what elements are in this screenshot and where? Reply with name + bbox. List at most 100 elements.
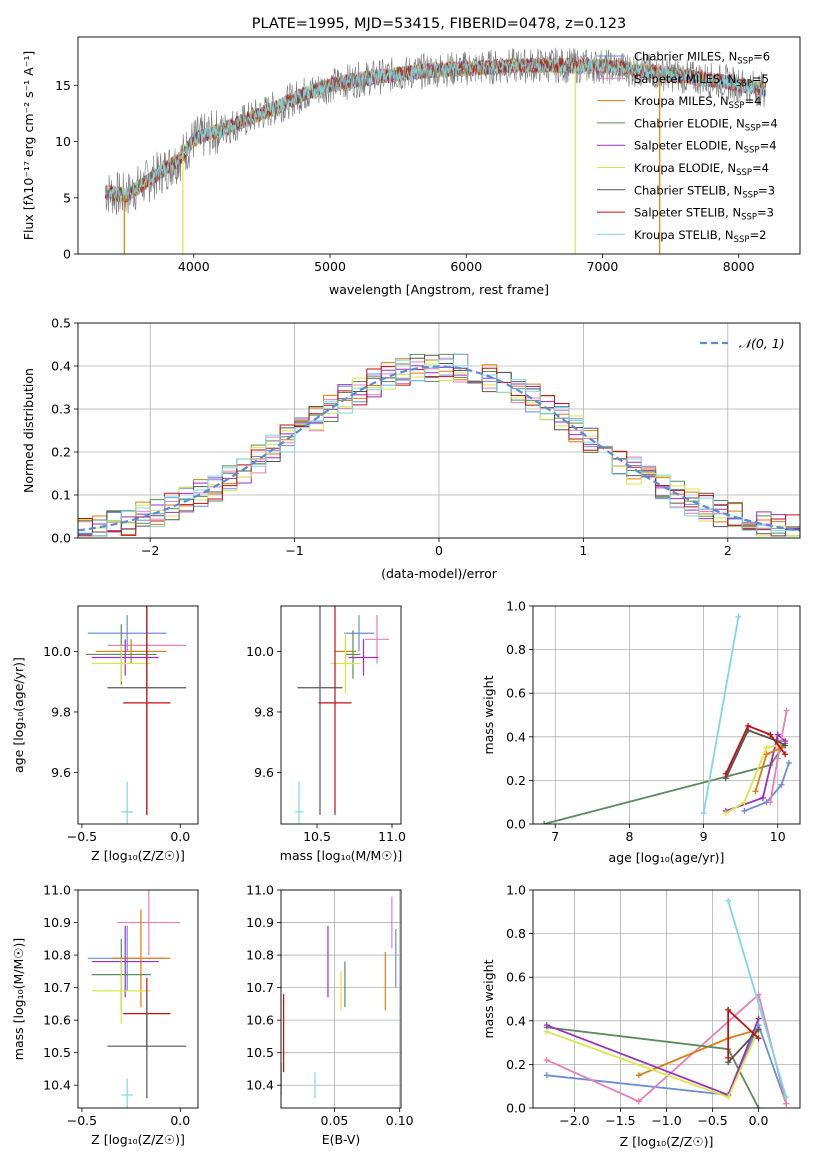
weight-marker	[543, 1057, 550, 1064]
y-tick-label: 0.8	[506, 926, 526, 941]
legend-label: 𝒩(0, 1)	[739, 336, 785, 351]
panel-age-vs-mass: 10.5 11.0 9.6 9.8 10.0 mass [log₁₀(M/M☉)]	[246, 605, 406, 863]
y-tick-label: 10.5	[246, 1045, 274, 1060]
y-tick-label: 1.0	[506, 883, 526, 898]
weight-marker	[541, 821, 548, 824]
weight-marker	[700, 810, 707, 817]
weight-series	[700, 613, 742, 817]
error-point	[294, 781, 304, 824]
weight-marker	[774, 755, 781, 762]
weight-marker	[785, 759, 792, 766]
panel-weight-vs-age: 7 8 9 10 0.0 0.2 0.4 0.6 0.8 1.0 age [log₁₀(age/yr…	[481, 599, 801, 865]
weight-marker	[725, 1054, 732, 1061]
y-tick-label: 0.4	[506, 1013, 526, 1028]
x-tick-label: 7000	[587, 259, 619, 274]
y-tick-label: 9.6	[254, 765, 274, 780]
y-axis-label: mass weight	[481, 675, 496, 754]
x-tick-label: 0.0	[749, 1113, 769, 1128]
legend-label: Salpeter ELODIE, NSSP=4	[634, 139, 777, 156]
legend-label: Kroupa STELIB, NSSP=2	[634, 228, 766, 245]
weight-marker	[755, 1105, 762, 1108]
y-tick-label: 0.6	[506, 970, 526, 985]
weight-marker	[778, 781, 785, 788]
weight-series	[722, 722, 789, 777]
x-tick-label: 0.0	[170, 1113, 190, 1128]
mass-vs-Z-frame	[77, 889, 199, 1109]
error-point	[297, 606, 343, 815]
normal-reference-curve	[78, 365, 800, 532]
weight-marker	[755, 1026, 762, 1033]
y-tick-label: 15	[55, 78, 71, 93]
error-point	[87, 615, 167, 652]
y-axis-label: mass [log₁₀(M/M☉)]	[11, 938, 26, 1060]
y-tick-label: 10.9	[246, 915, 274, 930]
y-tick-label: 10	[55, 134, 71, 149]
weight-marker	[722, 770, 729, 777]
weight-marker	[763, 751, 770, 758]
x-tick-label: −2.0	[559, 1113, 589, 1128]
y-tick-label: 0.0	[51, 531, 71, 546]
age-vs-Z-frame	[77, 605, 199, 825]
weight-marker	[543, 1028, 550, 1035]
weight-line	[543, 742, 786, 824]
weight-marker	[783, 707, 790, 714]
weight-line	[725, 729, 786, 779]
weight-vs-Z-plot-area	[533, 890, 800, 1108]
histogram-series	[78, 366, 800, 537]
weight-marker	[782, 742, 789, 749]
x-tick-label: −1	[285, 543, 303, 558]
weight-marker	[741, 807, 748, 814]
x-tick-label: 11.0	[378, 829, 406, 844]
weight-series	[767, 707, 790, 806]
age-vs-mass-plot-area	[294, 606, 389, 824]
x-axis-label: mass [log₁₀(M/M☉)]	[280, 848, 402, 863]
weight-series	[725, 1026, 762, 1066]
panel-age-vs-Z: −0.5 0.0 9.6 9.8 10.0 Z [log₁₀(Z/Z☉)] age [log…	[11, 605, 199, 863]
age-vs-mass-frame	[280, 605, 402, 825]
x-tick-label: 10.5	[303, 829, 331, 844]
weight-series	[722, 742, 781, 817]
legend-label: Chabrier ELODIE, NSSP=4	[634, 116, 778, 133]
y-tick-label: 0.2	[51, 445, 71, 460]
spectrum-model-line	[104, 56, 767, 202]
weight-marker	[767, 799, 774, 806]
panel-mass-vs-Z: −0.5 0.0 10.4 10.5 10.6 10.7 10.8 10.9 11.0 Z [lo…	[11, 883, 199, 1147]
y-tick-label: 0.3	[51, 402, 71, 417]
weight-vs-age-frame	[532, 605, 801, 825]
x-tick-label: 0.05	[321, 1113, 349, 1128]
weight-series	[741, 759, 792, 814]
histogram-series	[78, 363, 800, 537]
weight-marker	[763, 744, 770, 751]
y-tick-label: 10.4	[43, 1078, 71, 1093]
error-point	[365, 615, 389, 664]
y-axis-label: Flux [fλ10⁻¹⁷ erg cm⁻² s⁻¹ A⁻¹]	[21, 51, 36, 240]
weight-line	[727, 1028, 760, 1063]
y-tick-label: 1.0	[506, 599, 526, 614]
x-tick-label: −0.5	[67, 1113, 97, 1128]
y-tick-label: 10.4	[246, 1078, 274, 1093]
panel-residuals: 𝒩(0, 1) −2 −1 0 1 2 0.0 0.1 0.2 0.3 0.4 0.5 (data-mo…	[21, 316, 801, 581]
weight-marker	[741, 799, 748, 806]
error-point	[344, 615, 374, 652]
legend-label: Salpeter MILES, NSSP=5	[634, 72, 769, 89]
panel-weight-vs-Z: −2.0 −1.5 −1.0 −0.5 0.0 0.0 0.2 0.4 0.6 0.8 1.0 Z […	[481, 883, 801, 1149]
weight-marker	[759, 794, 766, 801]
y-tick-label: 10.8	[246, 948, 274, 963]
error-point	[121, 1078, 134, 1108]
error-point	[95, 639, 167, 664]
x-axis-label: age [log₁₀(age/yr)]	[609, 850, 725, 865]
y-tick-label: 0.0	[506, 1101, 526, 1116]
x-axis-label: Z [log₁₀(Z/Z☉)]	[620, 1134, 714, 1149]
error-point	[91, 645, 151, 682]
y-tick-label: 10.6	[43, 1013, 71, 1028]
y-tick-label: 0.5	[51, 316, 71, 331]
chart-title: PLATE=1995, MJD=53415, FIBERID=0478, z=0…	[252, 16, 626, 32]
y-tick-label: 0.1	[51, 488, 71, 503]
x-tick-label: 0.10	[386, 1113, 414, 1128]
weight-series	[725, 1006, 762, 1061]
spectrum-data-line	[104, 47, 766, 216]
y-tick-label: 0.0	[506, 817, 526, 832]
error-point	[318, 606, 352, 815]
x-tick-label: −0.5	[67, 829, 97, 844]
legend-label: Kroupa ELODIE, NSSP=4	[634, 161, 769, 178]
